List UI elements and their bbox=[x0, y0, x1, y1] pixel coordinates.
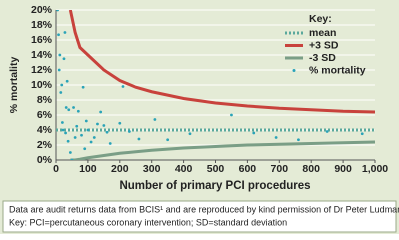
point bbox=[64, 106, 68, 109]
point bbox=[252, 131, 256, 135]
footer-line: Key: PCI=percutaneous coronary intervent… bbox=[9, 217, 287, 227]
y-tick-label: 14% bbox=[31, 49, 53, 61]
point bbox=[60, 121, 64, 124]
legend-label: -3 SD bbox=[309, 52, 336, 64]
legend-swatch bbox=[292, 69, 296, 72]
y-tick-label: 2% bbox=[37, 139, 53, 151]
background bbox=[0, 0, 399, 234]
point bbox=[188, 132, 192, 136]
x-tick-label: 600 bbox=[239, 163, 257, 175]
point bbox=[64, 131, 67, 135]
point bbox=[62, 57, 66, 61]
point bbox=[68, 151, 72, 154]
y-tick-label: 0% bbox=[37, 154, 53, 166]
point bbox=[59, 91, 63, 94]
x-tick-label: 1,000 bbox=[362, 163, 388, 175]
point bbox=[63, 31, 67, 34]
y-tick-label: 12% bbox=[31, 64, 53, 76]
point bbox=[60, 83, 64, 87]
point bbox=[108, 142, 112, 145]
point bbox=[72, 106, 75, 109]
x-tick-label: 800 bbox=[302, 163, 320, 175]
y-tick-label: 16% bbox=[31, 34, 53, 46]
legend-label: % mortality bbox=[309, 64, 366, 76]
point bbox=[137, 137, 141, 141]
point bbox=[297, 138, 300, 142]
point bbox=[105, 130, 109, 134]
point bbox=[75, 124, 79, 128]
y-tick-label: 10% bbox=[31, 79, 53, 91]
x-tick-label: 300 bbox=[143, 163, 161, 175]
point bbox=[102, 124, 106, 127]
point bbox=[325, 130, 329, 133]
footer-box bbox=[2, 200, 397, 233]
point bbox=[166, 138, 170, 142]
point bbox=[67, 108, 71, 112]
point bbox=[274, 136, 278, 139]
point bbox=[99, 110, 103, 114]
point bbox=[84, 119, 88, 123]
chart: Data are audit returns data from BCIS¹ a… bbox=[0, 0, 399, 234]
x-tick-label: 400 bbox=[175, 163, 193, 175]
x-tick-label: 900 bbox=[334, 163, 352, 175]
point bbox=[127, 130, 131, 133]
point bbox=[58, 53, 62, 57]
point bbox=[61, 128, 65, 132]
point bbox=[76, 109, 80, 113]
point bbox=[80, 133, 83, 137]
point bbox=[83, 147, 87, 151]
legend-label: +3 SD bbox=[309, 39, 339, 51]
point bbox=[81, 85, 85, 89]
series-line bbox=[68, 10, 375, 114]
point bbox=[66, 139, 70, 143]
y-tick-label: 8% bbox=[37, 94, 53, 106]
plot bbox=[56, 10, 375, 160]
point bbox=[118, 121, 122, 125]
legend-label: mean bbox=[309, 27, 336, 39]
point bbox=[57, 33, 60, 37]
y-axis-label: % mortality bbox=[8, 57, 20, 114]
point bbox=[57, 68, 61, 72]
page: {"chart_data": { "type": "combo", "ylabe… bbox=[0, 0, 399, 234]
y-tick-label: 4% bbox=[37, 124, 53, 136]
footer-line: Data are audit returns data from BCIS¹ a… bbox=[9, 204, 399, 214]
y-tick-label: 20% bbox=[31, 4, 53, 16]
y-tick-label: 6% bbox=[37, 109, 53, 121]
point bbox=[56, 10, 59, 12]
y-tick-label: 18% bbox=[31, 19, 53, 31]
point bbox=[92, 136, 96, 139]
point bbox=[153, 118, 157, 121]
point bbox=[89, 140, 93, 144]
series-line bbox=[70, 140, 375, 160]
x-tick-label: 500 bbox=[207, 163, 225, 175]
x-tick-label: 100 bbox=[79, 163, 97, 175]
point bbox=[360, 132, 364, 136]
point bbox=[65, 79, 69, 83]
x-tick-label: 0 bbox=[53, 163, 59, 175]
point bbox=[70, 158, 74, 160]
point bbox=[86, 128, 90, 132]
point bbox=[121, 85, 125, 88]
x-axis-label: Number of primary PCI procedures bbox=[119, 180, 310, 192]
point bbox=[96, 122, 99, 126]
point bbox=[73, 136, 77, 139]
x-tick-label: 700 bbox=[271, 163, 289, 175]
point bbox=[230, 113, 233, 117]
x-tick-label: 200 bbox=[111, 163, 129, 175]
legend-title: Key: bbox=[309, 13, 332, 25]
